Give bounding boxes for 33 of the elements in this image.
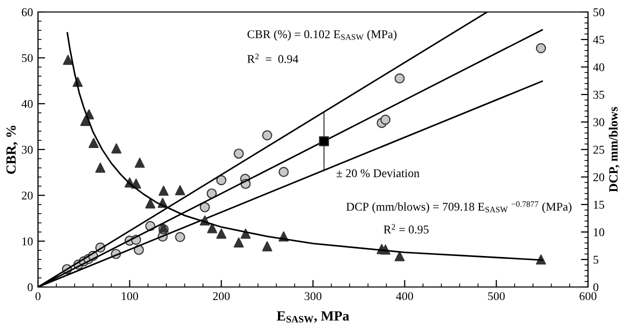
x-tick-label: 200 [212,292,230,300]
y-tick-label: 20 [22,192,33,200]
x-axis-title: E$_{SASW}$, MPa [276,311,350,323]
y2-tick-label: 5 [594,256,598,264]
x-tick-label: 100 [122,292,138,300]
y2-tick-label: 10 [594,228,604,236]
x-tick-label: 300 [304,292,322,300]
annotation: R$^{2}$ = 0.94 [247,54,298,64]
x-tick-label: 400 [396,292,414,300]
y-tick-label: 50 [22,54,33,62]
y2-tick-label: 50 [594,8,604,16]
y-tick-label: 10 [22,237,33,246]
x-tick-label: 500 [488,292,505,300]
y2-tick-label: 25 [593,146,604,154]
y2-tick-label: 45 [593,36,604,44]
y2-tick-label: 30 [593,118,604,126]
y2-tick-label: 35 [593,90,604,99]
annotation: DCP (mm/blows) = 709.18 E$_{SASW}$ $^{−0.7877}$ (MPa) [346,201,572,214]
y2-tick-label: 15 [594,200,604,209]
y2-axis-title: DCP, mm/blows [608,106,620,192]
annotation: CBR (%) = 0.102 E$_{SASW}$ (MPa) [247,30,396,41]
y-tick-label: 60 [22,8,33,16]
annotation: R$^{2}$ = 0.95 [384,224,429,234]
y2-tick-label: 0 [593,283,598,292]
x-tick-label: 600 [580,292,596,300]
y-tick-label: 40 [22,100,33,108]
y-tick-label: 30 [22,146,33,154]
annotation: ± 20 % Deviation [336,169,420,178]
y2-tick-label: 40 [593,63,604,72]
x-tick-label: 0 [36,292,40,300]
y-tick-label: 0 [28,283,33,292]
y-axis-title: CBR, % [6,126,18,174]
y2-tick-label: 20 [593,173,604,182]
